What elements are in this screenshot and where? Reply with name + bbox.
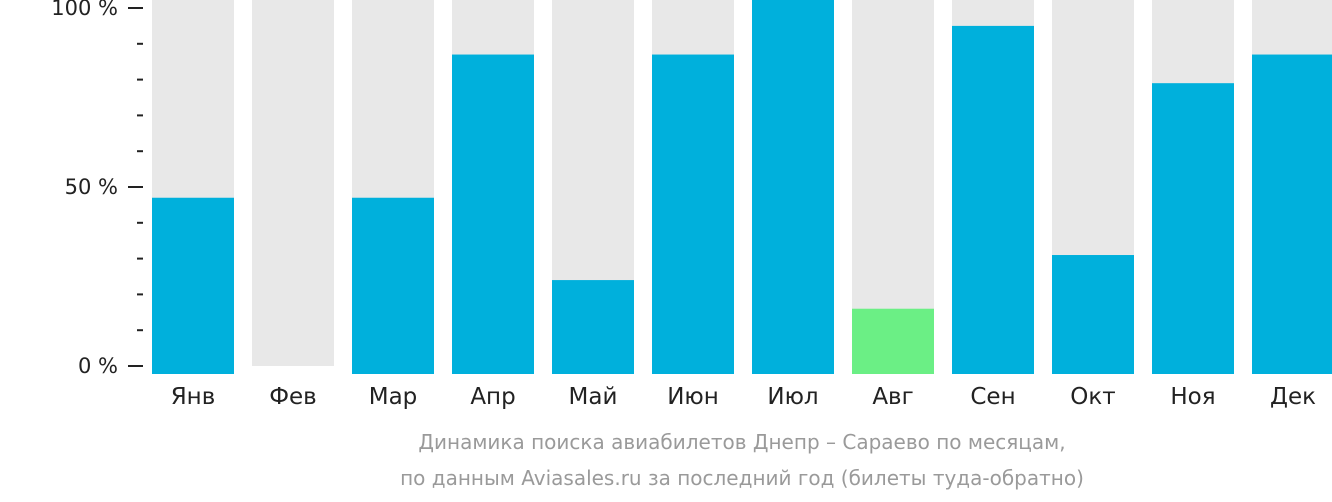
bar-5 (652, 54, 734, 374)
x-tick-label: Июн (667, 384, 719, 410)
bar-9 (1052, 255, 1134, 374)
bars (152, 0, 1332, 375)
x-tick-label: Дек (1270, 384, 1316, 410)
bar-11 (1252, 54, 1332, 374)
x-axis-labels: Янв Фев Мар Апр Май Июн Июл Авг Сен Окт Ноя Дек (171, 384, 1316, 410)
bar-4 (552, 280, 634, 374)
x-tick-label: Май (569, 384, 618, 410)
x-tick-label: Ноя (1170, 384, 1215, 410)
x-tick-label: Мар (369, 384, 418, 410)
x-tick-label: Окт (1070, 384, 1115, 410)
bar-track (852, 0, 934, 366)
x-tick-label: Авг (872, 384, 913, 410)
bar-7 (852, 308, 934, 374)
bar-8 (952, 25, 1034, 375)
bar-10 (1152, 83, 1234, 375)
y-axis: 0 % 50 % 100 % (51, 0, 143, 378)
x-tick-label: Июл (767, 384, 818, 410)
bar-track (252, 0, 334, 366)
y-tick-label: 100 % (51, 0, 118, 20)
x-tick-label: Сен (970, 384, 1015, 410)
bar-6 (752, 0, 834, 374)
bar-chart: 0 % 50 % 100 % Янв Фев Мар Апр Май Июн Июл Авг Сен… (51, 0, 1332, 410)
y-tick-label: 0 % (78, 354, 118, 378)
bar-3 (452, 54, 534, 374)
x-tick-label: Апр (470, 384, 515, 410)
x-tick-label: Фев (269, 384, 317, 410)
chart-caption-line1: Динамика поиска авиабилетов Днепр – Сара… (418, 430, 1066, 454)
chart-caption-line2: по данным Aviasales.ru за последний год … (400, 466, 1084, 490)
bar-2 (352, 197, 434, 374)
bar-0 (152, 197, 234, 374)
x-tick-label: Янв (171, 384, 216, 410)
y-tick-label: 50 % (65, 175, 118, 199)
